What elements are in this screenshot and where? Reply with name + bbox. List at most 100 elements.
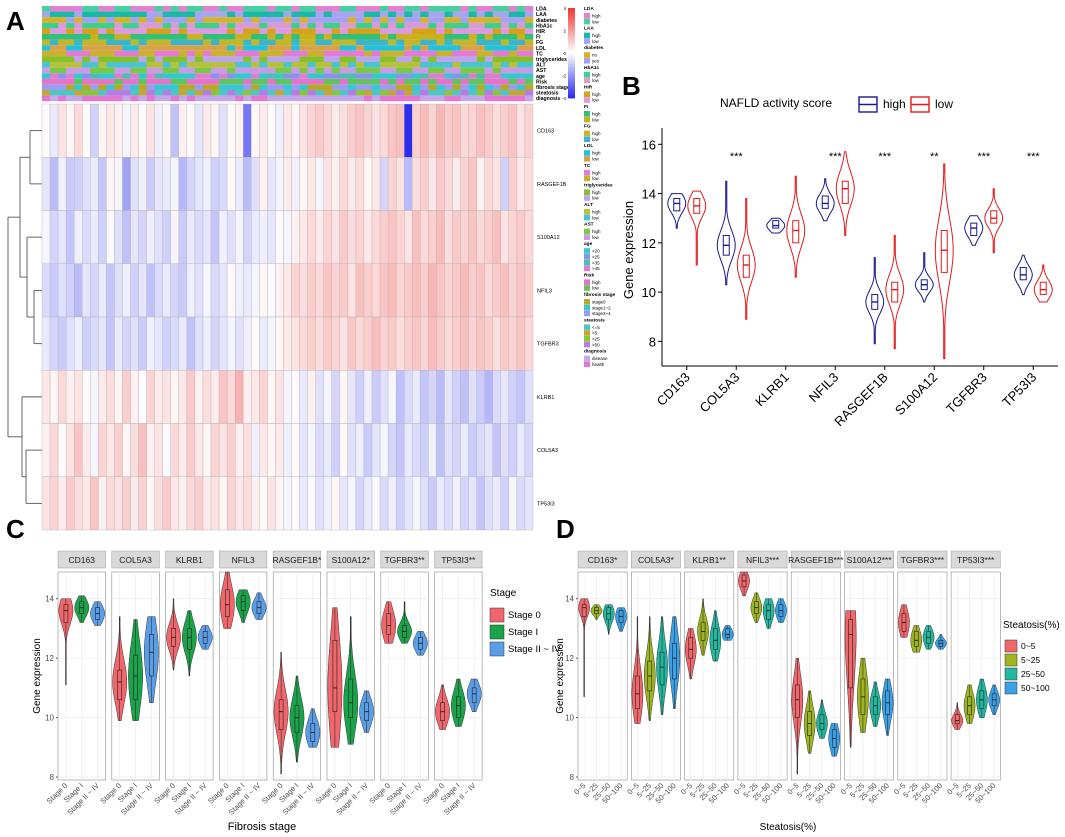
heatmap-cell <box>178 210 188 264</box>
heatmap-cell <box>299 210 308 264</box>
annotation-cell <box>404 62 413 68</box>
heatmap-cell <box>194 370 204 424</box>
annotation-track-label: ALT <box>536 63 547 69</box>
heatmap-cell <box>243 423 252 477</box>
annotation-cell <box>211 73 220 79</box>
heatmap-cell <box>484 157 493 211</box>
annotation-cell <box>74 78 83 85</box>
annotation-cell <box>380 62 389 68</box>
legend-swatch <box>1004 681 1018 695</box>
heatmap-cell <box>444 210 453 264</box>
annotation-cell <box>82 28 91 34</box>
annotation-cell <box>235 84 244 90</box>
annotation-cell <box>420 73 429 79</box>
heatmap-cell <box>90 316 99 371</box>
legend-label: low <box>592 157 600 162</box>
annotation-cell <box>460 95 469 102</box>
legend-swatch <box>584 279 590 285</box>
annotation-cell <box>66 84 75 90</box>
heatmap-cell <box>516 423 526 477</box>
annotation-cell <box>339 11 349 18</box>
annotation-cell <box>98 11 107 18</box>
heatmap-cell <box>460 263 469 318</box>
heatmap-row-labels: CD163RASGEF1BS100A12NFIL3TGFBR3KLRB1COL5… <box>537 129 567 508</box>
annotation-cell <box>211 56 220 62</box>
heatmap-cell <box>291 423 300 477</box>
annotation-cell <box>186 45 196 51</box>
annotation-cell <box>484 22 494 29</box>
heatmap-cell <box>154 423 163 477</box>
annotation-cell <box>106 11 115 18</box>
annotation-cell <box>460 67 469 74</box>
legend-label: no <box>592 53 598 58</box>
heatmap-cell <box>275 316 284 371</box>
annotation-cell <box>275 67 284 74</box>
violin <box>709 610 722 662</box>
annotation-cell <box>82 73 91 79</box>
annotation-cell <box>331 17 341 23</box>
color-scale-step <box>568 73 575 76</box>
annotation-cell <box>194 67 204 74</box>
heatmap-cell <box>122 263 131 318</box>
annotation-cell <box>299 22 308 29</box>
x-tick-label: TP53I3 <box>999 370 1039 410</box>
heatmap-cell <box>452 210 461 264</box>
annotation-cell <box>307 73 316 79</box>
heatmap-cell <box>122 157 131 211</box>
annotation-cell <box>412 45 421 51</box>
annotation-cell <box>114 56 123 62</box>
heatmap-cell <box>226 423 236 477</box>
legend-title: age <box>584 242 593 247</box>
annotation-cell <box>412 84 421 90</box>
legend-label: high <box>592 33 601 38</box>
legend-label: >20 <box>592 249 600 254</box>
heatmap-cell <box>162 103 171 158</box>
heatmap-cell <box>41 157 51 211</box>
annotation-cell <box>202 78 212 85</box>
heatmap-cell <box>194 103 204 158</box>
annotation-cell <box>122 73 131 79</box>
annotation-cell <box>380 56 389 62</box>
annotation-cell <box>396 34 405 40</box>
annotation-cell <box>331 62 341 68</box>
annotation-cell <box>291 34 300 40</box>
annotation-cell <box>235 6 244 12</box>
annotation-cell <box>323 22 333 29</box>
heatmap-cell <box>210 103 220 158</box>
annotation-cell <box>283 62 292 68</box>
violin-low <box>687 190 707 266</box>
panel-b-violin-chart: NAFLD activity score high low810121416Gene… <box>621 96 1058 429</box>
annotation-cell <box>315 17 325 23</box>
annotation-cell <box>235 90 244 96</box>
legend-title: FG <box>584 124 591 130</box>
heatmap-cell <box>114 157 123 211</box>
annotation-cell <box>283 39 292 46</box>
annotation-cell <box>388 6 397 12</box>
violin <box>857 657 869 733</box>
annotation-cell <box>372 45 381 51</box>
annotation-cell <box>275 78 284 85</box>
annotation-cell <box>66 34 75 40</box>
heatmap-cell <box>106 370 115 424</box>
annotation-cell <box>186 67 196 74</box>
heatmap-cell <box>307 423 316 477</box>
annotation-cell <box>380 95 389 102</box>
legend-title: HbA1c <box>584 65 600 71</box>
violin <box>305 708 321 748</box>
color-scale-step <box>568 23 575 27</box>
annotation-cell <box>275 84 284 90</box>
annotation-cell <box>202 45 212 51</box>
annotation-cell <box>283 34 292 40</box>
annotation-cell <box>524 95 534 102</box>
annotation-cell <box>90 90 99 96</box>
annotation-cell <box>307 78 316 85</box>
annotation-cell <box>50 22 59 29</box>
annotation-cell <box>130 62 139 68</box>
heatmap-cell <box>57 423 67 477</box>
violin <box>816 699 828 739</box>
annotation-cell <box>251 39 260 46</box>
heatmap-cell <box>106 476 115 531</box>
annotation-cell <box>508 11 518 18</box>
heatmap-cell <box>178 103 188 158</box>
